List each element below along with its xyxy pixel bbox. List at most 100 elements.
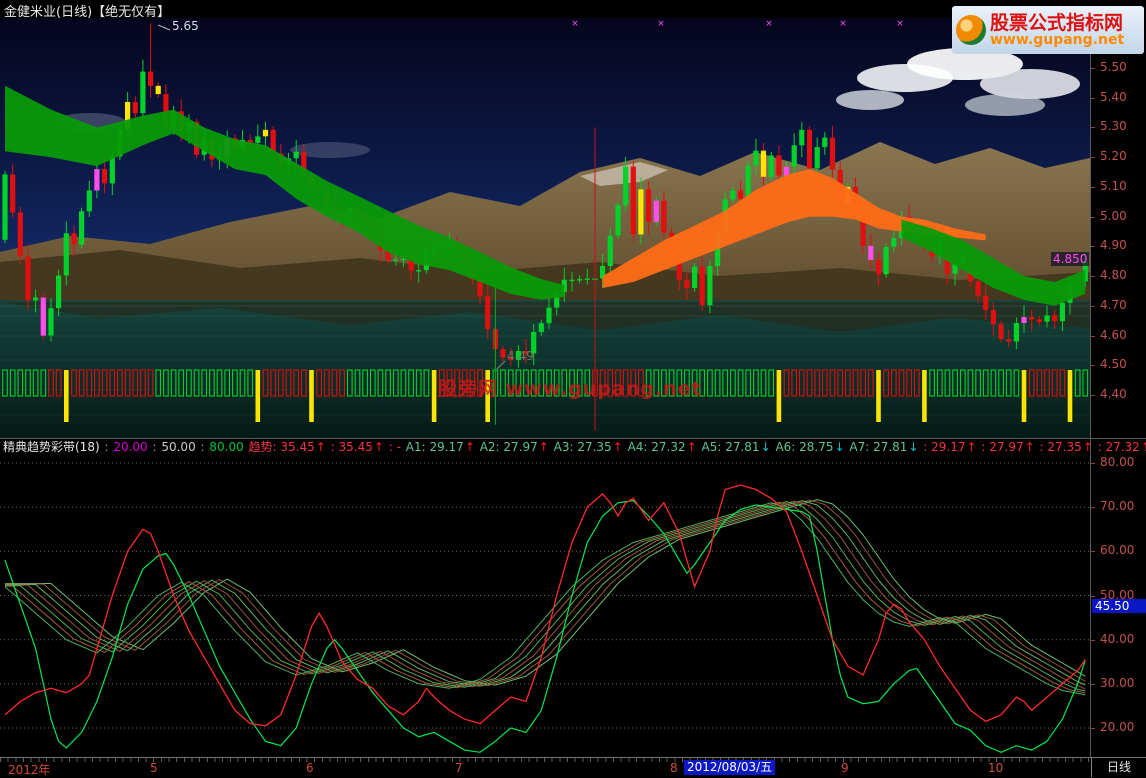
gupang-logo-icon: [956, 15, 986, 45]
indicator-header-segment: ↓: [834, 440, 845, 454]
indicator-tick-label: 50.00: [1100, 587, 1135, 602]
price-tick-label: 5.30: [1100, 119, 1127, 134]
indicator-header-segment: : 27.97: [977, 440, 1024, 454]
price-tick-mark: [1090, 365, 1095, 367]
indicator-header-segment: : -: [384, 440, 401, 454]
statusbar-divider: [0, 757, 1146, 758]
indicator-tick-mark: [1090, 728, 1095, 729]
site-watermark: 股旁网 www.gupang.net: [438, 378, 702, 400]
price-tick-mark: [1090, 216, 1095, 218]
price-tick-label: 4.70: [1100, 297, 1127, 312]
indicator-tick-label: 30.00: [1100, 675, 1135, 690]
title-bar: 金健米业(日线)【绝无仅有】: [0, 0, 1146, 20]
indicator-header-segment: ↑: [538, 440, 549, 454]
current-price-tag: 4.850: [1051, 252, 1090, 266]
timeline-month-label: 2012年: [8, 763, 51, 777]
chart-divider: [0, 438, 1146, 439]
timeline-month-label: 10: [988, 761, 1004, 775]
annotation-arrows: [157, 24, 506, 370]
price-tick-label: 4.80: [1100, 268, 1127, 283]
indicator-header-segment: 趋势: 35.45: [244, 440, 315, 454]
indicator-tick-mark: [1090, 463, 1095, 464]
indicator-tick-mark: [1090, 683, 1095, 685]
indicator-header-segment: :: [196, 440, 209, 454]
signal-bar-row: [2, 369, 1089, 422]
price-plot: × × × × ×: [2, 19, 1089, 431]
indicator-header-segment: : 35.45: [326, 440, 373, 454]
price-tick-mark: [1090, 97, 1095, 99]
indicator-header-segment: ↑: [464, 440, 475, 454]
price-tick-label: 4.50: [1100, 357, 1127, 372]
indicator-header-segment: A6: 28.75: [771, 440, 834, 454]
price-tick-mark: [1090, 157, 1095, 159]
indicator-header-segment: : 27.35: [1035, 440, 1082, 454]
price-tick-label: 5.10: [1100, 178, 1127, 193]
price-tick-mark: [1090, 246, 1095, 248]
indicator-header-segment: ↓: [908, 440, 919, 454]
gupang-logo: 股票公式指标网 www.gupang.net: [952, 6, 1144, 54]
indicator-canvas[interactable]: [0, 456, 1090, 758]
trend-band-green: [901, 219, 1086, 306]
indicator-header-segment: ↑: [315, 440, 326, 454]
signal-x-marker: ×: [839, 19, 847, 29]
indicator-tick-mark: [1090, 595, 1095, 597]
signal-x-marker: ×: [765, 19, 773, 29]
price-tick-label: 4.90: [1100, 238, 1127, 253]
indicator-tick-label: 70.00: [1100, 499, 1135, 514]
indicator-header-segment: 80.00: [209, 440, 244, 454]
timeline-ticks: [0, 758, 1090, 762]
indicator-tick-mark: [1090, 639, 1095, 641]
price-axis: 5.50 5.40 5.30 5.20 5.10 5.00 4.90 4.80 4.70 4.60…: [1090, 0, 1146, 758]
indicator-header-segment: 精典趋势彩带(18): [3, 440, 100, 454]
window-title: 金健米业(日线)【绝无仅有】: [4, 5, 171, 20]
main-chart-canvas[interactable]: × × × × ×: [0, 0, 1090, 438]
period-selector[interactable]: 日线: [1091, 758, 1146, 777]
indicator-header-segment: :: [148, 440, 161, 454]
price-tick-label: 4.60: [1100, 327, 1127, 342]
indicator-header-segment: ↑: [373, 440, 384, 454]
indicator-tick-mark: [1090, 551, 1095, 553]
indicator-header-segment: : 29.17: [919, 440, 966, 454]
price-tick-mark: [1090, 68, 1095, 69]
logo-url: www.gupang.net: [990, 31, 1125, 48]
indicator-header-segment: : 27.32: [1093, 440, 1140, 454]
indicator-header-segment: A5: 27.81: [697, 440, 760, 454]
indicator-tick-label: 60.00: [1100, 543, 1135, 558]
price-tick-mark: [1090, 305, 1095, 307]
price-tick-label: 5.50: [1100, 60, 1127, 74]
price-tick-mark: [1090, 394, 1095, 396]
timeline-month-label: 8: [670, 761, 678, 775]
indicator-header-segment: ↑: [1024, 440, 1035, 454]
indicator-header-segment: :: [100, 440, 113, 454]
price-tick-mark: [1090, 276, 1095, 278]
timeline-bar: 2012年 5 6 7 8 9 10 2012/08/03/五 日线: [0, 758, 1146, 778]
signal-x-marker: ×: [896, 19, 904, 29]
timeline-month-label: 7: [455, 761, 463, 775]
indicator-header-segment: 50.00: [161, 440, 196, 454]
indicator-header-segment: A2: 27.97: [475, 440, 538, 454]
indicator-header-segment: ↑: [612, 440, 623, 454]
price-tick-label: 4.40: [1100, 386, 1127, 401]
price-tick-mark: [1090, 335, 1095, 337]
indicator-header-segment: A1: 29.17: [401, 440, 464, 454]
indicator-header: 精典趋势彩带(18) : 20.00 : 50.00 : 80.00 趋势: 3…: [0, 439, 1146, 456]
signal-x-marker: ×: [657, 19, 665, 29]
logo-title: 股票公式指标网: [990, 11, 1124, 34]
vertical-separator: [1090, 18, 1091, 758]
indicator-header-segment: ↑: [1140, 440, 1146, 454]
indicator-tick-label: 80.00: [1100, 455, 1135, 469]
trend-band-green: [5, 85, 565, 300]
indicator-header-segment: ↑: [686, 440, 697, 454]
indicator-tick-mark: [1090, 507, 1095, 509]
price-tick-mark: [1090, 127, 1095, 129]
low-price-annotation: 4.49: [507, 349, 534, 363]
indicator-header-segment: ↑: [966, 440, 977, 454]
indicator-header-segment: ↓: [760, 440, 771, 454]
cursor-date-tag: 2012/08/03/五: [684, 760, 776, 775]
indicator-plot: [0, 462, 1090, 753]
indicator-tick-label: 40.00: [1100, 631, 1135, 646]
indicator-header-segment: A3: 27.35: [549, 440, 612, 454]
signal-x-marker: ×: [571, 19, 579, 29]
timeline-month-label: 5: [150, 761, 158, 775]
